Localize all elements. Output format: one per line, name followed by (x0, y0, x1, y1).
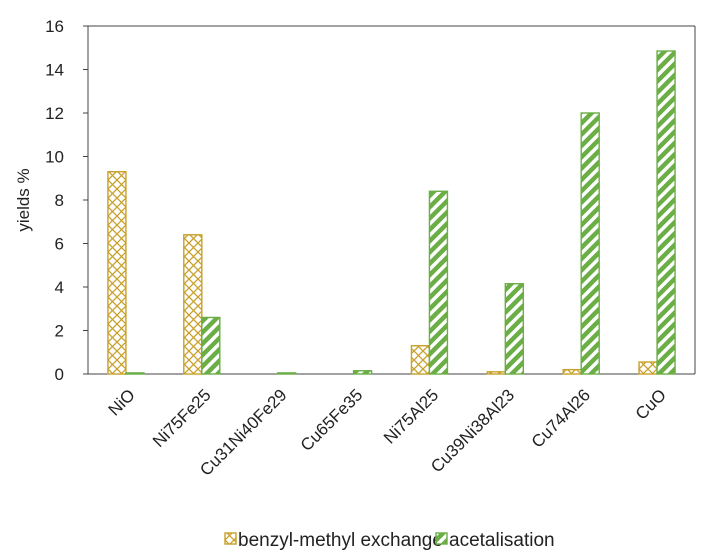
y-tick-group: 0 2 4 6 8 10 12 14 16 (45, 17, 88, 384)
y-tick-label: 14 (45, 61, 64, 80)
bar-acetalisation (125, 372, 145, 375)
bars-group (107, 50, 676, 375)
y-tick-label: 12 (45, 104, 64, 123)
y-tick-label: 8 (55, 191, 64, 210)
bar-acetalisation (580, 112, 600, 375)
bar-benzyl-methyl-exchange (183, 234, 203, 375)
y-tick-label: 16 (45, 17, 64, 36)
legend-label-benzyl-methyl-exchange: benzyl-methyl exchange (238, 530, 443, 551)
bar-acetalisation (428, 190, 449, 375)
bar-acetalisation (352, 370, 373, 375)
legend: benzyl-methyl exchange acetalisation (224, 530, 555, 551)
bar-benzyl-methyl-exchange (638, 361, 658, 375)
bar-acetalisation (201, 316, 221, 375)
x-tick-label: Cu74Al26 (528, 385, 594, 451)
y-tick-label: 6 (55, 235, 64, 254)
legend-swatch-acetalisation (435, 532, 448, 545)
x-tick-label: NiO (105, 385, 139, 419)
legend-swatch-benzyl-methyl-exchange (224, 532, 237, 545)
bar-benzyl-methyl-exchange (486, 371, 507, 375)
y-tick-label: 2 (55, 322, 64, 341)
y-tick-label: 0 (55, 365, 64, 384)
x-tick-label: Cu65Fe35 (297, 385, 367, 455)
x-tick-label: Ni75Al25 (380, 385, 442, 447)
bar-acetalisation (504, 283, 525, 375)
legend-label-acetalisation: acetalisation (449, 530, 555, 551)
y-tick-label: 4 (55, 278, 64, 297)
bar-benzyl-methyl-exchange (107, 171, 127, 375)
bar-acetalisation (276, 372, 297, 375)
x-tick-label: CuO (632, 385, 670, 423)
bar-acetalisation (656, 50, 676, 375)
x-tick-label: Ni75Fe25 (149, 385, 215, 451)
bar-benzyl-methyl-exchange (410, 345, 431, 375)
y-tick-label: 10 (45, 148, 64, 167)
y-axis-title: yields % (14, 168, 33, 231)
bar-benzyl-methyl-exchange (562, 368, 582, 375)
